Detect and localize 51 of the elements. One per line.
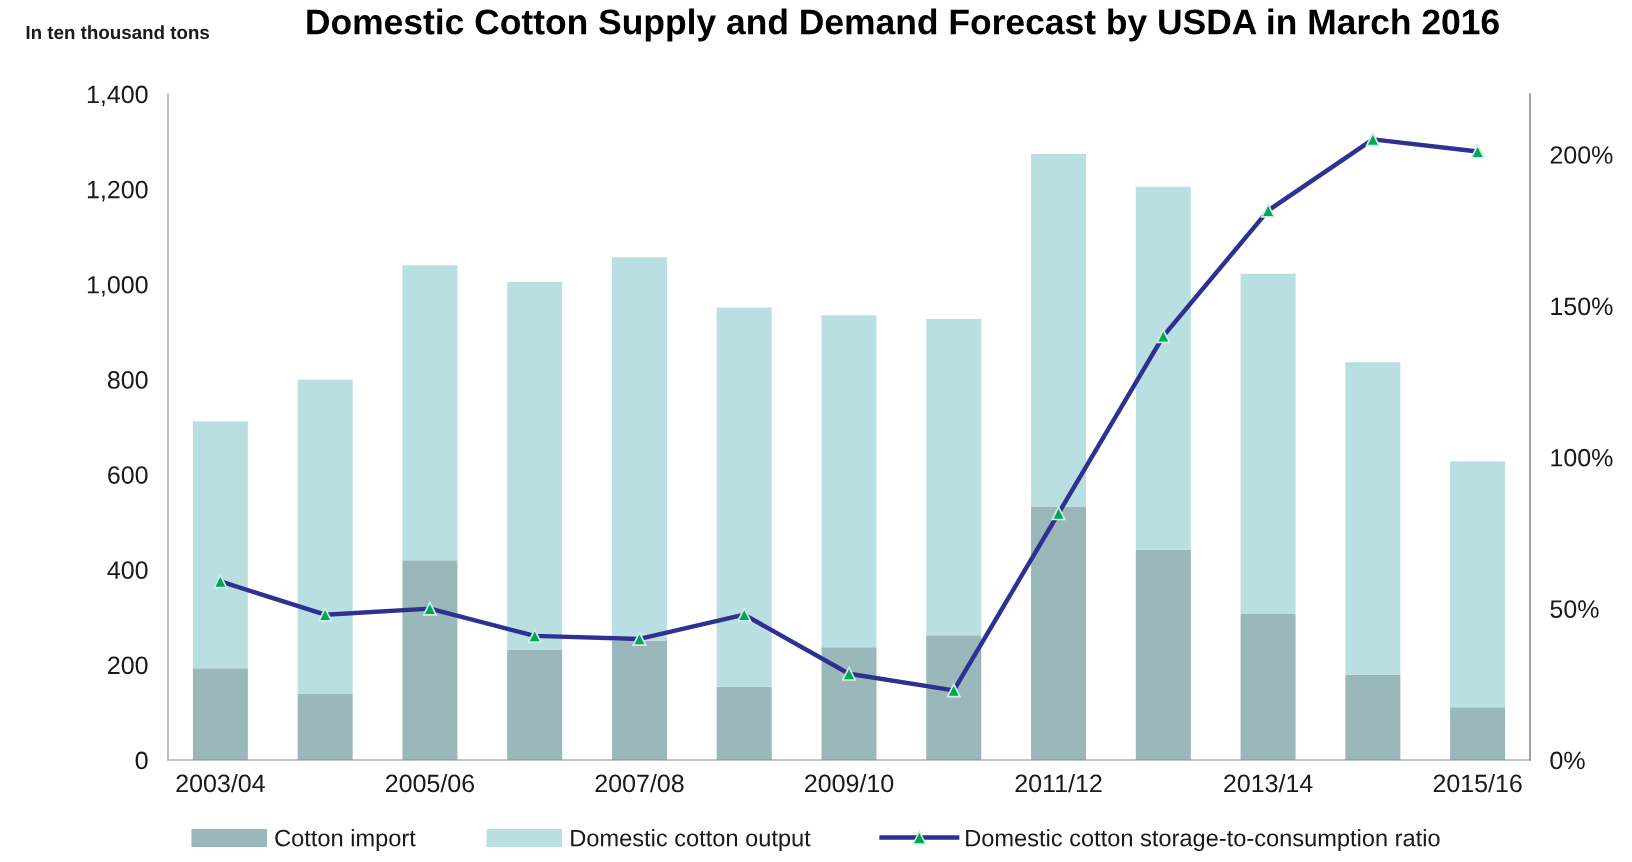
y-tick-label: 1,400 — [87, 85, 148, 107]
bar — [716, 307, 772, 687]
chart-title: Domestic Cotton Supply and Demand Forecast by USDA in March 2016 — [307, 8, 1499, 42]
bar — [926, 635, 982, 760]
y-tick-label: 1,000 — [87, 275, 148, 297]
y-tick-label: 800 — [107, 371, 148, 389]
x-tick-label: 2005/06 — [386, 773, 475, 793]
x-tick-label: 2015/16 — [1433, 773, 1522, 793]
bar — [1031, 506, 1087, 760]
bar — [1345, 362, 1401, 675]
legend-label: Domestic cotton output — [571, 829, 811, 852]
bar — [297, 379, 353, 694]
bar — [1450, 707, 1506, 760]
bar — [821, 647, 877, 760]
x-tick-label: 2013/14 — [1224, 773, 1313, 793]
y2-tick-label: 0% — [1550, 751, 1585, 770]
y2-tick-label: 150% — [1551, 297, 1613, 316]
bar — [1240, 273, 1296, 614]
bar — [297, 693, 353, 760]
bar — [1240, 613, 1296, 760]
y-tick-label: 1,200 — [87, 180, 148, 202]
y-tick-label: 0 — [135, 751, 148, 770]
bar — [1345, 674, 1401, 760]
bar — [507, 649, 563, 760]
bar — [611, 257, 667, 641]
bar — [402, 560, 458, 760]
bar — [821, 315, 877, 648]
bar — [1135, 186, 1191, 550]
x-tick-label: 2011/12 — [1015, 773, 1102, 793]
bar — [1135, 549, 1191, 760]
bar — [1031, 153, 1087, 507]
bar — [192, 421, 248, 669]
x-tick-label: 2009/10 — [805, 773, 894, 793]
x-tick-label: 2003/04 — [176, 773, 265, 793]
bar — [926, 319, 982, 636]
bar — [1450, 461, 1506, 708]
legend-label: Domestic cotton storage-to-consumption ratio — [966, 829, 1440, 852]
y2-tick-label: 100% — [1551, 448, 1613, 467]
bar — [611, 640, 667, 760]
x-tick-label: 2007/08 — [595, 773, 684, 793]
y2-tick-label: 50% — [1550, 600, 1599, 618]
y-tick-label: 400 — [107, 561, 148, 580]
y-tick-label: 600 — [108, 466, 148, 484]
bar — [716, 686, 772, 760]
bar — [192, 668, 248, 760]
y2-tick-label: 200% — [1550, 146, 1613, 164]
y-axis-title: In ten thousand tons — [26, 25, 210, 40]
legend-label: Cotton import — [275, 829, 416, 852]
bar — [507, 281, 563, 650]
y-tick-label: 200 — [108, 656, 148, 675]
bar — [402, 265, 458, 561]
